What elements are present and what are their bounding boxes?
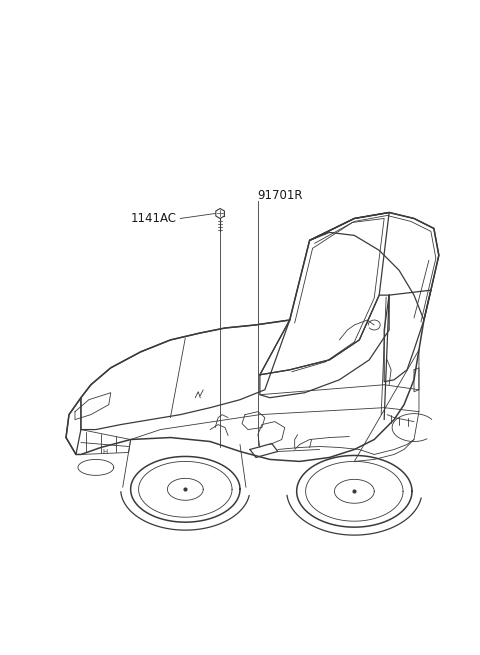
Text: H: H bbox=[102, 449, 108, 455]
Text: 1141AC: 1141AC bbox=[131, 212, 176, 225]
Text: 91701R: 91701R bbox=[257, 189, 302, 202]
